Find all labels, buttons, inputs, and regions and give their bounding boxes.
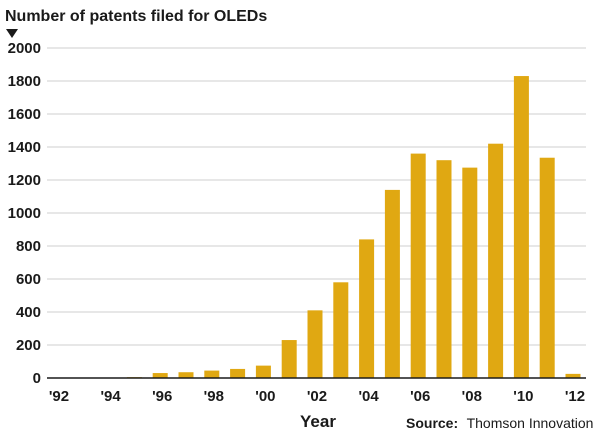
bar-2008 — [462, 167, 478, 378]
y-tick-label: 1000 — [8, 205, 41, 222]
bar-2011 — [539, 157, 555, 378]
y-tick-label: 0 — [33, 370, 41, 387]
source-text: Thomson Innovation — [467, 415, 594, 431]
bar-2004 — [359, 239, 375, 378]
x-tick-label: '10 — [513, 388, 533, 405]
y-tick-label: 400 — [16, 304, 41, 321]
bar-1998 — [204, 370, 220, 378]
y-tick-label: 200 — [16, 337, 41, 354]
bar-1997 — [178, 372, 194, 378]
x-tick-label: '02 — [307, 388, 327, 405]
title-pointer-arrow — [6, 29, 18, 38]
bar-2010 — [513, 76, 529, 379]
bar-2001 — [281, 340, 297, 378]
x-tick-label: '92 — [49, 388, 69, 405]
bar-2003 — [333, 282, 349, 378]
bar-1999 — [230, 368, 246, 378]
bar-2006 — [410, 153, 426, 378]
bar-1996 — [152, 373, 168, 378]
x-tick-label: '06 — [410, 388, 430, 405]
x-axis-ticks: '92 '94 '96 '98 '00 '02 '04 '06 '08 '10 '12 — [49, 388, 585, 405]
bar-2005 — [384, 189, 400, 378]
source-note: Source: Thomson Innovation — [406, 415, 593, 432]
y-tick-label: 600 — [16, 271, 41, 288]
x-tick-label: '04 — [358, 388, 379, 405]
bar-2009 — [488, 143, 504, 378]
x-tick-label: '08 — [462, 388, 482, 405]
y-tick-label: 1400 — [8, 139, 41, 156]
x-tick-label: '98 — [204, 388, 224, 405]
x-tick-label: '96 — [152, 388, 172, 405]
bars — [126, 76, 581, 379]
x-tick-label: '94 — [100, 388, 121, 405]
y-axis-ticks: 0 200 400 600 800 1000 1200 1400 1600 1800 2000 — [8, 40, 41, 387]
y-tick-label: 2000 — [8, 40, 41, 57]
x-axis-label: Year — [300, 412, 336, 431]
bar-2007 — [436, 160, 452, 378]
grid-lines — [47, 47, 586, 346]
source-label: Source: — [406, 415, 458, 431]
y-tick-label: 800 — [16, 238, 41, 255]
bar-2000 — [255, 365, 271, 378]
x-tick-label: '00 — [255, 388, 275, 405]
y-tick-label: 1800 — [8, 73, 41, 90]
bar-2002 — [307, 310, 323, 378]
x-tick-label: '12 — [565, 388, 585, 405]
y-tick-label: 1600 — [8, 106, 41, 123]
chart-title: Number of patents filed for OLEDs — [5, 8, 267, 25]
bar-2012 — [565, 373, 581, 378]
y-tick-label: 1200 — [8, 172, 41, 189]
